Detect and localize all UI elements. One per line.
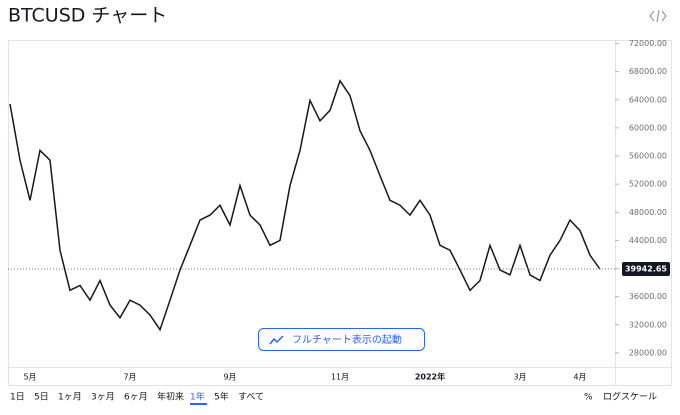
range-button[interactable]: 1ヶ月 [58,392,82,403]
range-button[interactable]: 6ヶ月 [124,392,148,403]
chart-frame [8,40,672,386]
y-tick-label: 56000.00 [629,152,667,161]
last-price-label: 39942.65 [625,264,667,273]
range-button[interactable]: 1日 [10,392,25,403]
embed-icon[interactable] [649,9,667,23]
x-tick-label: 3月 [513,373,526,382]
full-chart-button[interactable]: フルチャート表示の起動 [258,328,425,351]
x-tick-label: 5月 [23,373,36,382]
y-tick-label: 44000.00 [629,236,667,245]
range-button[interactable]: 5日 [34,392,49,403]
range-button[interactable]: 1年 [190,391,205,403]
y-tick-label: 48000.00 [629,208,667,217]
y-tick-label: 68000.00 [629,67,667,76]
y-tick-label: 28000.00 [629,348,667,357]
log-toggle[interactable]: ログスケール [603,391,657,403]
range-button[interactable]: 年初来 [157,391,184,403]
x-tick-label: 2022年 [415,372,445,382]
y-tick-label: 52000.00 [629,180,667,189]
chart-title: BTCUSD チャート [8,5,167,27]
x-tick-label: 7月 [123,373,136,382]
range-button[interactable]: すべて [238,392,264,403]
percent-toggle[interactable]: % [584,393,593,403]
last-price-box [622,261,670,276]
y-tick-label: 36000.00 [629,292,667,301]
range-button[interactable]: 3ヶ月 [91,392,115,403]
x-tick-label: 4月 [573,373,586,382]
y-tick-label: 32000.00 [629,320,667,329]
price-line [9,79,601,332]
x-tick-label: 9月 [223,373,236,382]
y-tick-label: 64000.00 [629,95,667,104]
y-tick-label: 72000.00 [629,39,667,48]
range-button[interactable]: 5年 [214,391,229,403]
y-tick-label: 60000.00 [629,123,667,132]
x-tick-label: 11月 [331,373,349,382]
button-label[interactable]: フルチャート表示の起動 [292,333,402,346]
